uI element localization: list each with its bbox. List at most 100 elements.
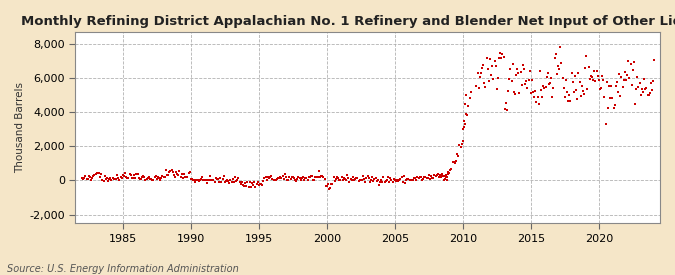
- Point: [311, 175, 322, 179]
- Point: [572, 97, 583, 101]
- Point: [101, 177, 111, 181]
- Point: [172, 171, 183, 176]
- Point: [418, 177, 429, 181]
- Point: [326, 182, 337, 186]
- Point: [340, 176, 350, 181]
- Point: [338, 178, 348, 182]
- Point: [348, 175, 358, 180]
- Point: [387, 180, 398, 184]
- Point: [328, 175, 339, 179]
- Point: [154, 176, 165, 180]
- Point: [488, 77, 499, 81]
- Point: [518, 67, 529, 71]
- Point: [115, 174, 126, 179]
- Point: [607, 96, 618, 101]
- Point: [168, 173, 179, 177]
- Point: [461, 93, 472, 97]
- Point: [637, 87, 647, 91]
- Point: [164, 169, 175, 174]
- Point: [306, 174, 317, 178]
- Point: [571, 88, 582, 92]
- Point: [526, 78, 537, 82]
- Point: [549, 56, 560, 60]
- Point: [301, 176, 312, 180]
- Point: [515, 70, 526, 74]
- Point: [489, 59, 500, 63]
- Point: [530, 89, 541, 93]
- Point: [493, 56, 504, 60]
- Point: [131, 172, 142, 176]
- Point: [371, 179, 382, 183]
- Point: [439, 177, 450, 181]
- Point: [206, 178, 217, 183]
- Point: [106, 178, 117, 182]
- Point: [151, 174, 161, 178]
- Point: [356, 178, 367, 182]
- Point: [412, 175, 423, 179]
- Point: [524, 69, 535, 74]
- Point: [643, 93, 654, 97]
- Point: [184, 170, 195, 174]
- Point: [520, 81, 531, 86]
- Point: [336, 175, 347, 180]
- Point: [258, 178, 269, 183]
- Point: [344, 180, 355, 185]
- Point: [200, 178, 211, 182]
- Point: [500, 100, 511, 105]
- Point: [279, 172, 290, 176]
- Point: [451, 159, 462, 163]
- Point: [227, 177, 238, 181]
- Point: [283, 178, 294, 182]
- Point: [541, 75, 552, 79]
- Point: [620, 70, 630, 74]
- Point: [190, 180, 200, 184]
- Point: [425, 176, 435, 181]
- Point: [410, 176, 421, 180]
- Point: [423, 175, 433, 180]
- Point: [464, 96, 475, 100]
- Point: [246, 185, 256, 189]
- Point: [183, 171, 194, 175]
- Point: [126, 176, 137, 180]
- Point: [575, 94, 586, 99]
- Point: [323, 182, 333, 186]
- Point: [288, 175, 298, 180]
- Point: [114, 178, 125, 182]
- Point: [329, 179, 340, 183]
- Point: [126, 173, 136, 177]
- Point: [327, 182, 338, 187]
- Point: [404, 178, 415, 183]
- Point: [438, 174, 449, 178]
- Point: [435, 173, 446, 177]
- Point: [543, 71, 554, 75]
- Point: [639, 77, 649, 82]
- Point: [228, 179, 239, 184]
- Point: [236, 180, 247, 185]
- Point: [460, 101, 470, 106]
- Point: [592, 74, 603, 79]
- Point: [505, 67, 516, 71]
- Point: [281, 178, 292, 182]
- Point: [324, 186, 335, 191]
- Point: [610, 103, 620, 107]
- Point: [433, 174, 444, 179]
- Point: [578, 92, 589, 96]
- Point: [502, 108, 512, 112]
- Point: [613, 90, 624, 94]
- Point: [490, 64, 501, 68]
- Point: [461, 112, 472, 117]
- Point: [391, 179, 402, 183]
- Point: [92, 171, 103, 175]
- Point: [88, 173, 99, 178]
- Point: [511, 73, 522, 78]
- Point: [303, 175, 314, 180]
- Point: [481, 56, 492, 60]
- Point: [221, 179, 232, 183]
- Point: [281, 175, 292, 180]
- Point: [111, 177, 122, 181]
- Point: [376, 178, 387, 182]
- Point: [182, 175, 193, 179]
- Point: [333, 176, 344, 181]
- Point: [122, 176, 133, 180]
- Point: [205, 174, 215, 178]
